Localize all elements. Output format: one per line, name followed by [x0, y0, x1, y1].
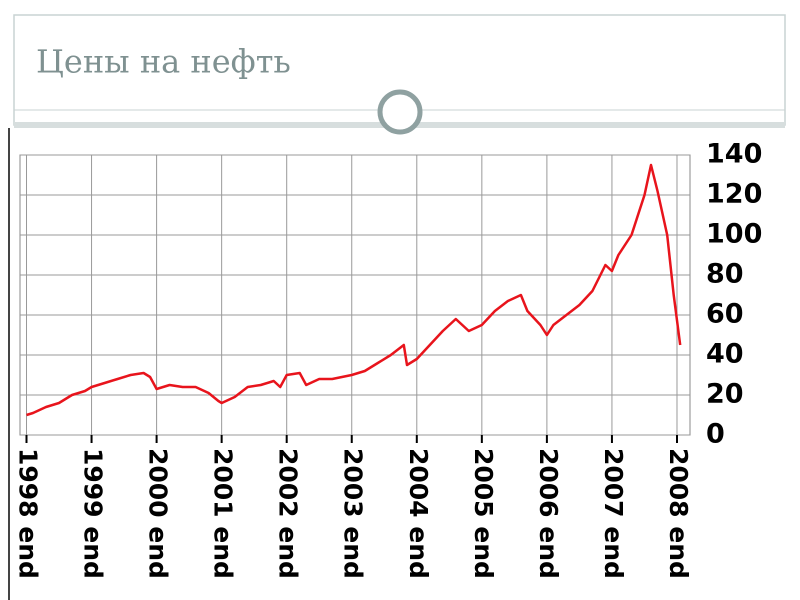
- x-tick-label: 2005 end: [469, 448, 498, 579]
- x-tick-label: 2006 end: [534, 448, 563, 579]
- x-tick-label: 1999 end: [79, 448, 108, 579]
- x-tick-label: 2008 end: [664, 448, 693, 579]
- x-tick-label: 2004 end: [404, 448, 433, 579]
- y-tick-label: 140: [706, 139, 762, 170]
- x-tick-label: 2003 end: [339, 448, 368, 579]
- price-line: [26, 163, 682, 417]
- y-tick-label: 60: [706, 299, 744, 330]
- y-tick-label: 80: [706, 259, 744, 290]
- divider-circle: [377, 89, 423, 135]
- y-tick-label: 40: [706, 339, 744, 370]
- y-tick-label: 120: [706, 179, 762, 210]
- x-tick-label: 2001 end: [209, 448, 238, 579]
- plot-area: [19, 154, 691, 436]
- y-tick-label: 20: [706, 379, 744, 410]
- x-tick-label: 2002 end: [274, 448, 303, 579]
- slide-title: Цены на нефть: [36, 43, 291, 81]
- y-tick-label: 100: [706, 219, 762, 250]
- x-tick-label: 2000 end: [144, 448, 173, 579]
- y-tick-label: 0: [706, 419, 725, 450]
- x-tick-label: 2007 end: [599, 448, 628, 579]
- x-tick-label: 1998 end: [14, 448, 43, 579]
